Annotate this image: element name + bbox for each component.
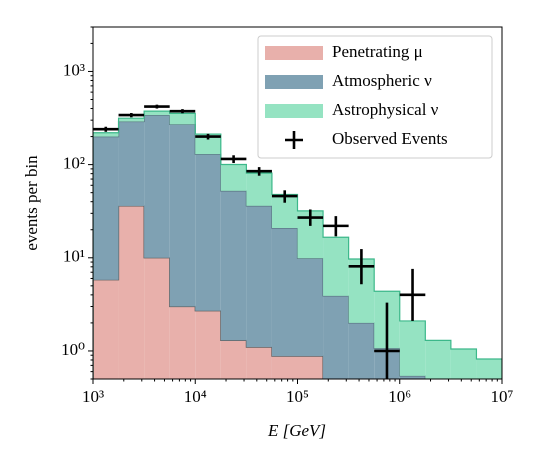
hist-bar [220, 340, 247, 379]
x-tick-label: 10³ [82, 387, 104, 406]
legend-box [257, 35, 493, 159]
hist-bar [271, 227, 298, 357]
x-tick-label: 10⁴ [184, 387, 207, 406]
hist-bar [195, 154, 221, 311]
legend-swatch [265, 104, 323, 118]
hist-bar [118, 118, 145, 122]
y-tick-label: 10³ [63, 60, 85, 79]
hist-bar [297, 356, 324, 379]
hist-bar [323, 237, 349, 296]
y-tick-label: 10² [63, 154, 85, 173]
hist-bar [195, 310, 221, 379]
hist-bar [297, 258, 324, 357]
legend-label: Astrophysical ν [332, 100, 439, 119]
x-tick-label: 10⁷ [491, 387, 514, 406]
hist-bar [93, 132, 119, 137]
y-tick-label: 10⁰ [61, 340, 85, 359]
legend-swatch [265, 46, 323, 60]
hist-outline [93, 110, 502, 379]
hist-bar [323, 295, 349, 379]
hist-bar [220, 164, 247, 191]
hist-bar [144, 257, 170, 379]
hist-bar [169, 306, 196, 379]
hist-bar [246, 347, 272, 379]
hist-bar [93, 279, 119, 379]
x-tick-label: 10⁶ [388, 387, 411, 406]
y-tick-label: 10¹ [63, 247, 85, 266]
legend-swatch [265, 75, 323, 89]
hist-bar [93, 136, 119, 280]
hist-bar [195, 134, 221, 155]
hist-bar [169, 113, 196, 125]
hist-bar [169, 124, 196, 307]
hist-bar [476, 358, 502, 379]
hist-bar [348, 322, 375, 379]
hist-bar [118, 205, 145, 379]
x-axis-label: E [GeV] [267, 421, 326, 440]
hist-bar [399, 320, 426, 376]
hist-bar [399, 375, 426, 379]
x-tick-label: 10⁵ [286, 387, 309, 406]
legend-label: Atmospheric ν [332, 71, 432, 90]
legend-label: Observed Events [332, 129, 448, 148]
y-axis-label: events per bin [22, 155, 41, 251]
plot-area [93, 104, 502, 379]
hist-bar [220, 190, 247, 341]
hist-bar [144, 115, 170, 258]
hist-bar [246, 205, 272, 348]
legend-label: Penetrating μ [332, 42, 423, 61]
hist-bar [425, 340, 451, 379]
hist-bar [450, 348, 477, 379]
hist-bar [246, 173, 272, 206]
hist-bar [144, 111, 170, 116]
hist-bar [271, 356, 298, 379]
hist-bar [118, 121, 145, 206]
